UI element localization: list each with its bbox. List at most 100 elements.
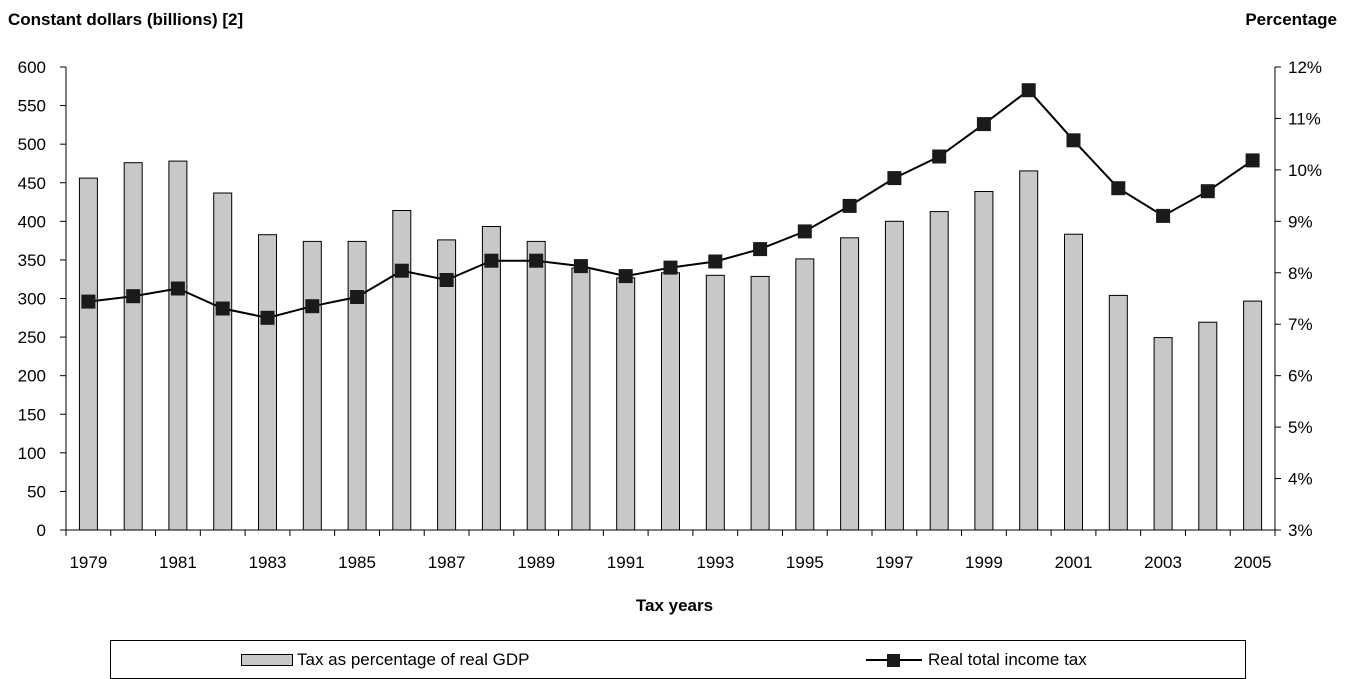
line-marker [1200, 184, 1215, 199]
bar [616, 277, 636, 531]
line-marker [573, 259, 588, 274]
legend: Tax as percentage of real GDP Real total… [110, 640, 1246, 679]
line-marker [663, 260, 678, 275]
line-marker [1111, 181, 1126, 196]
legend-item-line: Real total income tax [866, 641, 1087, 678]
line-marker [305, 299, 320, 314]
left-tick-label: 500 [18, 135, 46, 154]
legend-bar-swatch [241, 653, 293, 666]
bar [258, 234, 277, 531]
bar [1198, 321, 1218, 531]
x-tick-label: 1997 [875, 553, 913, 572]
line-marker [1066, 133, 1081, 148]
legend-item-bars: Tax as percentage of real GDP [241, 641, 529, 678]
line-marker [126, 289, 141, 304]
x-tick-label: 1991 [607, 553, 645, 572]
x-tick-label: 1995 [786, 553, 824, 572]
line-marker [1021, 83, 1036, 98]
bar [123, 162, 143, 531]
left-axis-title: Constant dollars (billions) [2] [8, 10, 244, 29]
line-marker [529, 253, 544, 268]
bar [884, 220, 904, 531]
line-marker [708, 254, 723, 269]
bar [795, 258, 815, 531]
bar [1243, 300, 1263, 531]
right-tick-label: 7% [1288, 315, 1313, 334]
line-marker [1245, 153, 1260, 168]
line-marker [887, 171, 902, 186]
line-marker [842, 198, 857, 213]
line-marker [260, 310, 275, 325]
bar [1153, 337, 1173, 531]
right-tick-label: 3% [1288, 521, 1313, 540]
line-marker [797, 224, 812, 239]
bar [168, 160, 188, 531]
line-marker [753, 242, 768, 257]
right-tick-label: 8% [1288, 264, 1313, 283]
line-marker [439, 273, 454, 287]
left-tick-label: 50 [27, 482, 46, 501]
right-tick-label: 10% [1288, 161, 1322, 180]
bar [392, 210, 412, 531]
x-tick-label: 2001 [1055, 553, 1093, 572]
x-axis-title: Tax years [635, 596, 714, 615]
bar [302, 240, 322, 531]
bar [1019, 170, 1039, 531]
bar [661, 272, 680, 531]
right-tick-label: 5% [1288, 418, 1313, 437]
bar [1064, 233, 1083, 531]
x-tick-label: 1985 [338, 553, 376, 572]
bar [840, 237, 860, 531]
left-tick-label: 350 [18, 251, 46, 270]
line-marker [1156, 208, 1171, 223]
x-tick-label: 1989 [517, 553, 555, 572]
right-tick-label: 9% [1288, 212, 1313, 231]
left-tick-label: 150 [18, 405, 46, 424]
x-tick-label: 1987 [428, 553, 466, 572]
line-marker [484, 253, 499, 268]
left-tick-label: 250 [18, 328, 46, 347]
right-tick-label: 11% [1288, 109, 1321, 128]
left-tick-label: 400 [18, 212, 46, 231]
legend-label-line: Real total income tax [928, 649, 1087, 669]
x-tick-label: 1993 [696, 553, 734, 572]
x-tick-label: 1999 [965, 553, 1003, 572]
bar [1108, 294, 1128, 531]
bar [929, 211, 949, 531]
x-tick-label: 2003 [1144, 553, 1182, 572]
bar [974, 191, 994, 531]
bar [78, 177, 98, 531]
bar [213, 192, 233, 531]
bar [347, 240, 367, 531]
line-marker [618, 269, 633, 284]
x-tick-label: 1979 [69, 553, 107, 572]
line-marker [350, 290, 365, 304]
right-tick-label: 12% [1288, 58, 1322, 77]
line-marker [932, 149, 947, 164]
bar [526, 240, 546, 531]
right-tick-label: 6% [1288, 367, 1313, 386]
x-tick-label: 1981 [159, 553, 197, 572]
legend-label-bars: Tax as percentage of real GDP [297, 649, 530, 669]
line-marker [170, 281, 185, 296]
left-tick-label: 550 [18, 97, 46, 116]
left-tick-label: 600 [18, 58, 46, 77]
combo-chart: 0 50 100 150 200 250 300 350 400 450 500 550 600 3% 4%… [18, 58, 1322, 572]
left-tick-label: 100 [18, 444, 46, 463]
right-tick-label: 4% [1288, 470, 1313, 489]
right-axis-title: Percentage [1245, 10, 1337, 29]
x-tick-label: 2005 [1234, 553, 1272, 572]
line-marker [394, 263, 409, 278]
left-tick-label: 0 [37, 521, 46, 540]
left-tick-label: 200 [18, 367, 46, 386]
bar [481, 226, 501, 531]
bar [571, 267, 591, 531]
x-tick-label: 1983 [249, 553, 287, 572]
left-tick-label: 450 [18, 174, 46, 193]
legend-line-swatch [866, 653, 922, 667]
bar [705, 274, 725, 531]
left-tick-label: 300 [18, 290, 46, 309]
line-marker [215, 301, 230, 316]
line-marker [976, 117, 991, 132]
line-marker [81, 294, 96, 309]
